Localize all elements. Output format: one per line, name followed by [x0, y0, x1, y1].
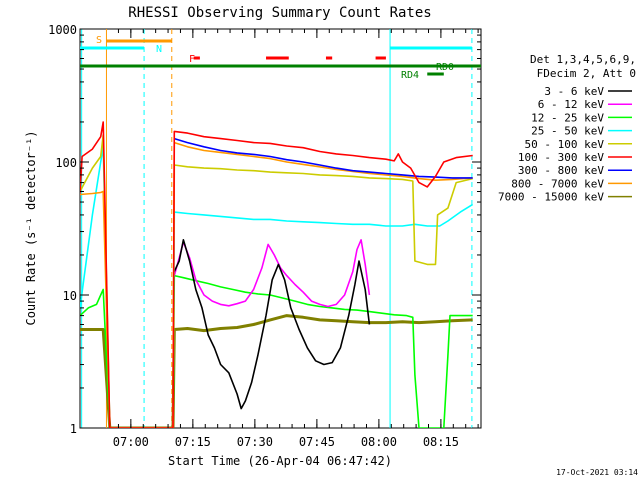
x-axis-label: Start Time (26-Apr-04 06:47:42) — [168, 454, 392, 468]
series-line-4 — [80, 146, 474, 428]
x-tick-label: 07:15 — [175, 435, 211, 449]
series-line-8 — [80, 141, 473, 428]
legend-label: 300 - 800 keV — [518, 164, 604, 177]
attenuator-label: S — [96, 35, 102, 46]
series-line-5 — [80, 134, 473, 428]
legend-label: 7000 - 15000 keV — [498, 191, 604, 204]
y-tick-label: 10 — [63, 289, 77, 303]
y-tick-label: 100 — [55, 156, 77, 170]
rd4-label: RD4 — [401, 70, 419, 81]
chart-title: RHESSI Observing Summary Count Rates — [128, 5, 431, 21]
legend-label: 25 - 50 keV — [531, 125, 604, 138]
plot-frame — [79, 28, 482, 429]
series-line-1 — [173, 239, 371, 410]
series-group — [80, 121, 474, 428]
series-line-3 — [80, 274, 473, 428]
legend-label: 3 - 6 keV — [544, 85, 604, 98]
legend-header-line1: Det 1,3,4,5,6,9, — [530, 53, 636, 66]
legend-label: 100 - 300 keV — [518, 151, 604, 164]
event-markers — [80, 29, 481, 428]
legend-label: 50 - 100 keV — [525, 138, 605, 151]
series-line-6 — [80, 121, 473, 428]
x-tick-label: 07:00 — [113, 435, 149, 449]
x-tick-label: 07:30 — [237, 435, 273, 449]
x-tick-label: 08:00 — [361, 435, 397, 449]
flare-label: F — [189, 54, 195, 65]
series-line-2 — [173, 239, 371, 308]
x-tick-label: 07:45 — [299, 435, 335, 449]
x-tick-label: 08:15 — [423, 435, 459, 449]
legend-label: 800 - 7000 keV — [511, 177, 604, 190]
saa-label: N — [156, 44, 162, 55]
y-tick-label: 1000 — [48, 23, 77, 37]
legend-label: 6 - 12 keV — [538, 98, 605, 111]
series-line-7 — [174, 137, 473, 179]
series-line-9 — [80, 314, 473, 428]
axes-group: 07:00 07:15 07:30 07:45 08:00 08:15 1 10 100 1000 — [48, 23, 481, 449]
y-axis-label: Count Rate (s⁻¹ detector⁻¹) — [24, 130, 38, 325]
rd0-label: RD0 — [436, 62, 454, 73]
legend-label: 12 - 25 keV — [531, 111, 604, 124]
legend-header-line2: FDecim 2, Att 0 — [537, 67, 636, 80]
footer-date: 17-Oct-2021 03:14 — [556, 468, 638, 477]
y-tick-label: 1 — [70, 422, 77, 436]
